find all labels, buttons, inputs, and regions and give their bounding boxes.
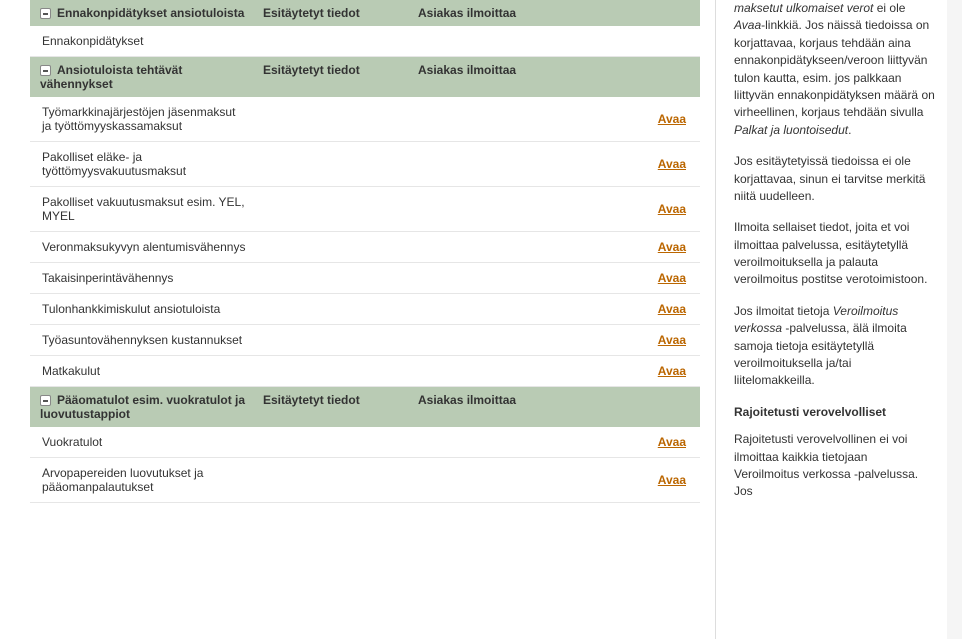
row-prefilled (255, 232, 410, 263)
row-prefilled (255, 356, 410, 387)
avaa-link[interactable]: Avaa (658, 240, 692, 254)
row-prefilled (255, 325, 410, 356)
avaa-link[interactable]: Avaa (658, 202, 692, 216)
table-row: Työasuntovähennyksen kustannukset Avaa (30, 325, 700, 356)
row-client: Avaa (410, 294, 700, 325)
section-title: Ansiotuloista tehtävät vähennykset (40, 63, 182, 91)
row-label: Veronmaksukyvyn alentumisvähennys (30, 232, 255, 263)
row-client: Avaa (410, 142, 700, 187)
column-header-prefilled: Esitäytetyt tiedot (255, 0, 410, 26)
page-container: Ennakonpidätykset ansiotuloista Esitäytet… (0, 0, 962, 639)
sidebar-heading: Rajoitetusti verovelvolliset (734, 404, 935, 421)
section-header-row: Ansiotuloista tehtävät vähennykset Esitäy… (30, 57, 700, 98)
row-label: Työasuntovähennyksen kustannukset (30, 325, 255, 356)
sidebar-paragraph: maksetut ulkomaiset verot ei ole Avaa-li… (734, 0, 935, 139)
sidebar-paragraph: Jos ilmoitat tietoja Veroilmoitus verkos… (734, 303, 935, 390)
row-label: Takaisinperintävähennys (30, 263, 255, 294)
avaa-link[interactable]: Avaa (658, 435, 692, 449)
table-row: Ennakonpidätykset (30, 26, 700, 57)
avaa-link[interactable]: Avaa (658, 364, 692, 378)
row-prefilled (255, 427, 410, 458)
row-client: Avaa (410, 427, 700, 458)
row-client: Avaa (410, 356, 700, 387)
section-title: Ennakonpidätykset ansiotuloista (57, 6, 244, 20)
table-row: Matkakulut Avaa (30, 356, 700, 387)
row-client: Avaa (410, 458, 700, 503)
sidebar-paragraph: Ilmoita sellaiset tiedot, joita et voi i… (734, 219, 935, 289)
section-title-cell[interactable]: Pääomatulot esim. vuokratulot ja luovutu… (30, 387, 255, 428)
row-prefilled (255, 142, 410, 187)
row-prefilled (255, 458, 410, 503)
section-header-row: Ennakonpidätykset ansiotuloista Esitäytet… (30, 0, 700, 26)
row-prefilled (255, 263, 410, 294)
table-row: Arvopapereiden luovutukset ja pääomanpal… (30, 458, 700, 503)
sidebar-paragraph: Jos esitäytetyissä tiedoissa ei ole korj… (734, 153, 935, 205)
main-panel: Ennakonpidätykset ansiotuloista Esitäytet… (0, 0, 715, 639)
sidebar-em-ulkomaiset: maksetut ulkomaiset verot (734, 1, 873, 15)
row-label: Matkakulut (30, 356, 255, 387)
sidebar-em-palkat: Palkat ja luontoisedut (734, 123, 848, 137)
collapse-icon[interactable] (40, 8, 51, 19)
avaa-link[interactable]: Avaa (658, 333, 692, 347)
row-label: Ennakonpidätykset (30, 26, 255, 57)
table-row: Pakolliset eläke- ja työttömyysvakuutusm… (30, 142, 700, 187)
row-label: Pakolliset vakuutusmaksut esim. YEL, MYE… (30, 187, 255, 232)
sidebar-paragraph: Rajoitetusti verovelvollinen ei voi ilmo… (734, 431, 935, 501)
row-label: Työmarkkinajärjestöjen jäsenmaksut ja ty… (30, 97, 255, 142)
row-client: Avaa (410, 187, 700, 232)
row-prefilled (255, 187, 410, 232)
row-client: Avaa (410, 325, 700, 356)
row-label: Arvopapereiden luovutukset ja pääomanpal… (30, 458, 255, 503)
row-prefilled (255, 97, 410, 142)
collapse-icon[interactable] (40, 395, 51, 406)
row-client: Avaa (410, 232, 700, 263)
table-row: Tulonhankkimiskulut ansiotuloista Avaa (30, 294, 700, 325)
table-row: Veronmaksukyvyn alentumisvähennys Avaa (30, 232, 700, 263)
info-sidebar: maksetut ulkomaiset verot ei ole Avaa-li… (715, 0, 947, 639)
row-prefilled (255, 26, 410, 57)
column-header-prefilled: Esitäytetyt tiedot (255, 387, 410, 428)
table-row: Työmarkkinajärjestöjen jäsenmaksut ja ty… (30, 97, 700, 142)
tax-sections-table: Ennakonpidätykset ansiotuloista Esitäytet… (30, 0, 700, 503)
column-header-prefilled: Esitäytetyt tiedot (255, 57, 410, 98)
avaa-link[interactable]: Avaa (658, 112, 692, 126)
column-header-client: Asiakas ilmoittaa (410, 0, 700, 26)
avaa-link[interactable]: Avaa (658, 157, 692, 171)
table-row: Vuokratulot Avaa (30, 427, 700, 458)
section-title-cell[interactable]: Ansiotuloista tehtävät vähennykset (30, 57, 255, 98)
row-label: Tulonhankkimiskulut ansiotuloista (30, 294, 255, 325)
row-client (410, 26, 700, 57)
row-prefilled (255, 294, 410, 325)
row-label: Vuokratulot (30, 427, 255, 458)
table-row: Takaisinperintävähennys Avaa (30, 263, 700, 294)
row-label: Pakolliset eläke- ja työttömyysvakuutusm… (30, 142, 255, 187)
sidebar-em-avaa: Avaa (734, 18, 761, 32)
section-title-cell[interactable]: Ennakonpidätykset ansiotuloista (30, 0, 255, 26)
avaa-link[interactable]: Avaa (658, 473, 692, 487)
table-row: Pakolliset vakuutusmaksut esim. YEL, MYE… (30, 187, 700, 232)
column-header-client: Asiakas ilmoittaa (410, 57, 700, 98)
avaa-link[interactable]: Avaa (658, 302, 692, 316)
section-title: Pääomatulot esim. vuokratulot ja luovutu… (40, 393, 245, 421)
avaa-link[interactable]: Avaa (658, 271, 692, 285)
row-client: Avaa (410, 97, 700, 142)
collapse-icon[interactable] (40, 65, 51, 76)
section-header-row: Pääomatulot esim. vuokratulot ja luovutu… (30, 387, 700, 428)
column-header-client: Asiakas ilmoittaa (410, 387, 700, 428)
row-client: Avaa (410, 263, 700, 294)
